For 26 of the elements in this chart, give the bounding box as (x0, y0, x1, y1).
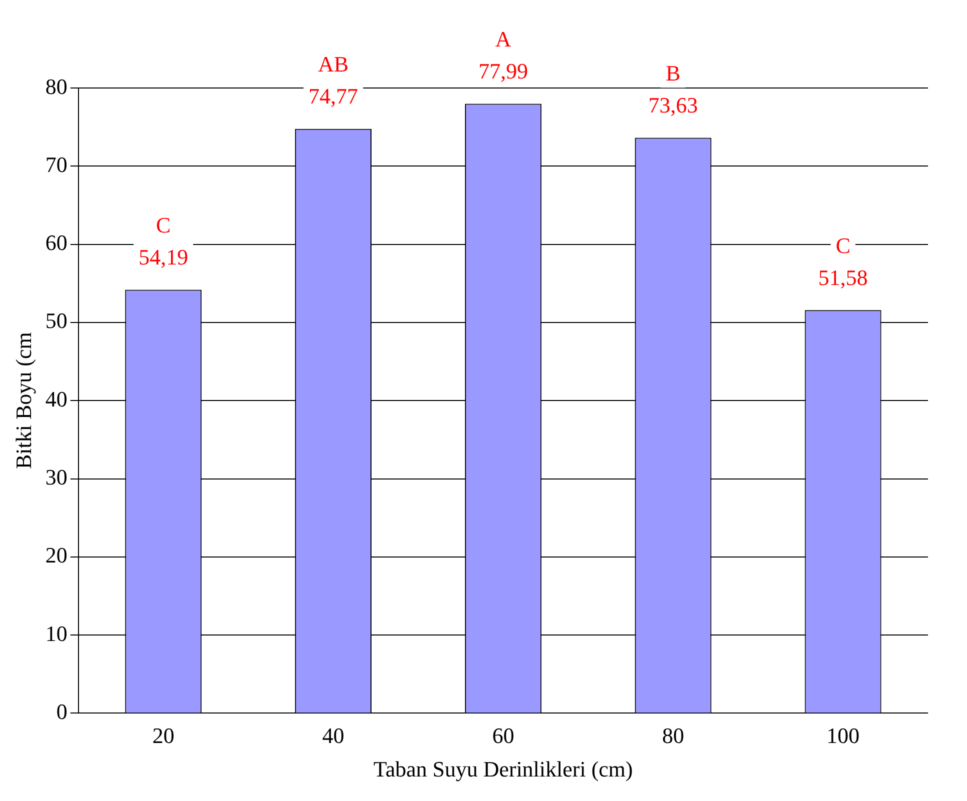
y-tick-label: 30 (45, 464, 68, 490)
y-tick-label: 70 (45, 152, 68, 177)
y-tick-label: 60 (45, 230, 68, 256)
x-tick-label: 40 (322, 723, 344, 748)
data-label: 73,63 (648, 92, 698, 118)
y-tick-label: 10 (45, 620, 68, 646)
y-tick-label: 80 (45, 74, 68, 99)
y-tick-label: 50 (45, 308, 68, 334)
x-tick-label: 100 (826, 723, 860, 748)
data-label: 77,99 (478, 58, 528, 84)
x-tick-label: 20 (152, 723, 174, 748)
y-axis-title: Bitki Boyu (cm (10, 332, 36, 470)
data-label: 51,58 (818, 264, 868, 290)
x-tick-label: 80 (662, 723, 684, 748)
annotation: B (666, 60, 680, 86)
annotation: AB (318, 52, 349, 77)
x-tick-label: 60 (492, 723, 514, 748)
annotation: C (836, 232, 850, 258)
y-tick-label: 0 (56, 698, 68, 724)
data-label: 54,19 (138, 244, 188, 270)
x-axis-title: Taban Suyu Derinlikleri (cm) (374, 756, 633, 782)
annotation: A (495, 26, 512, 52)
annotation: C (156, 212, 171, 238)
y-tick-label: 40 (45, 386, 68, 412)
y-tick-label: 20 (45, 542, 68, 568)
data-label: 74,77 (308, 84, 358, 109)
